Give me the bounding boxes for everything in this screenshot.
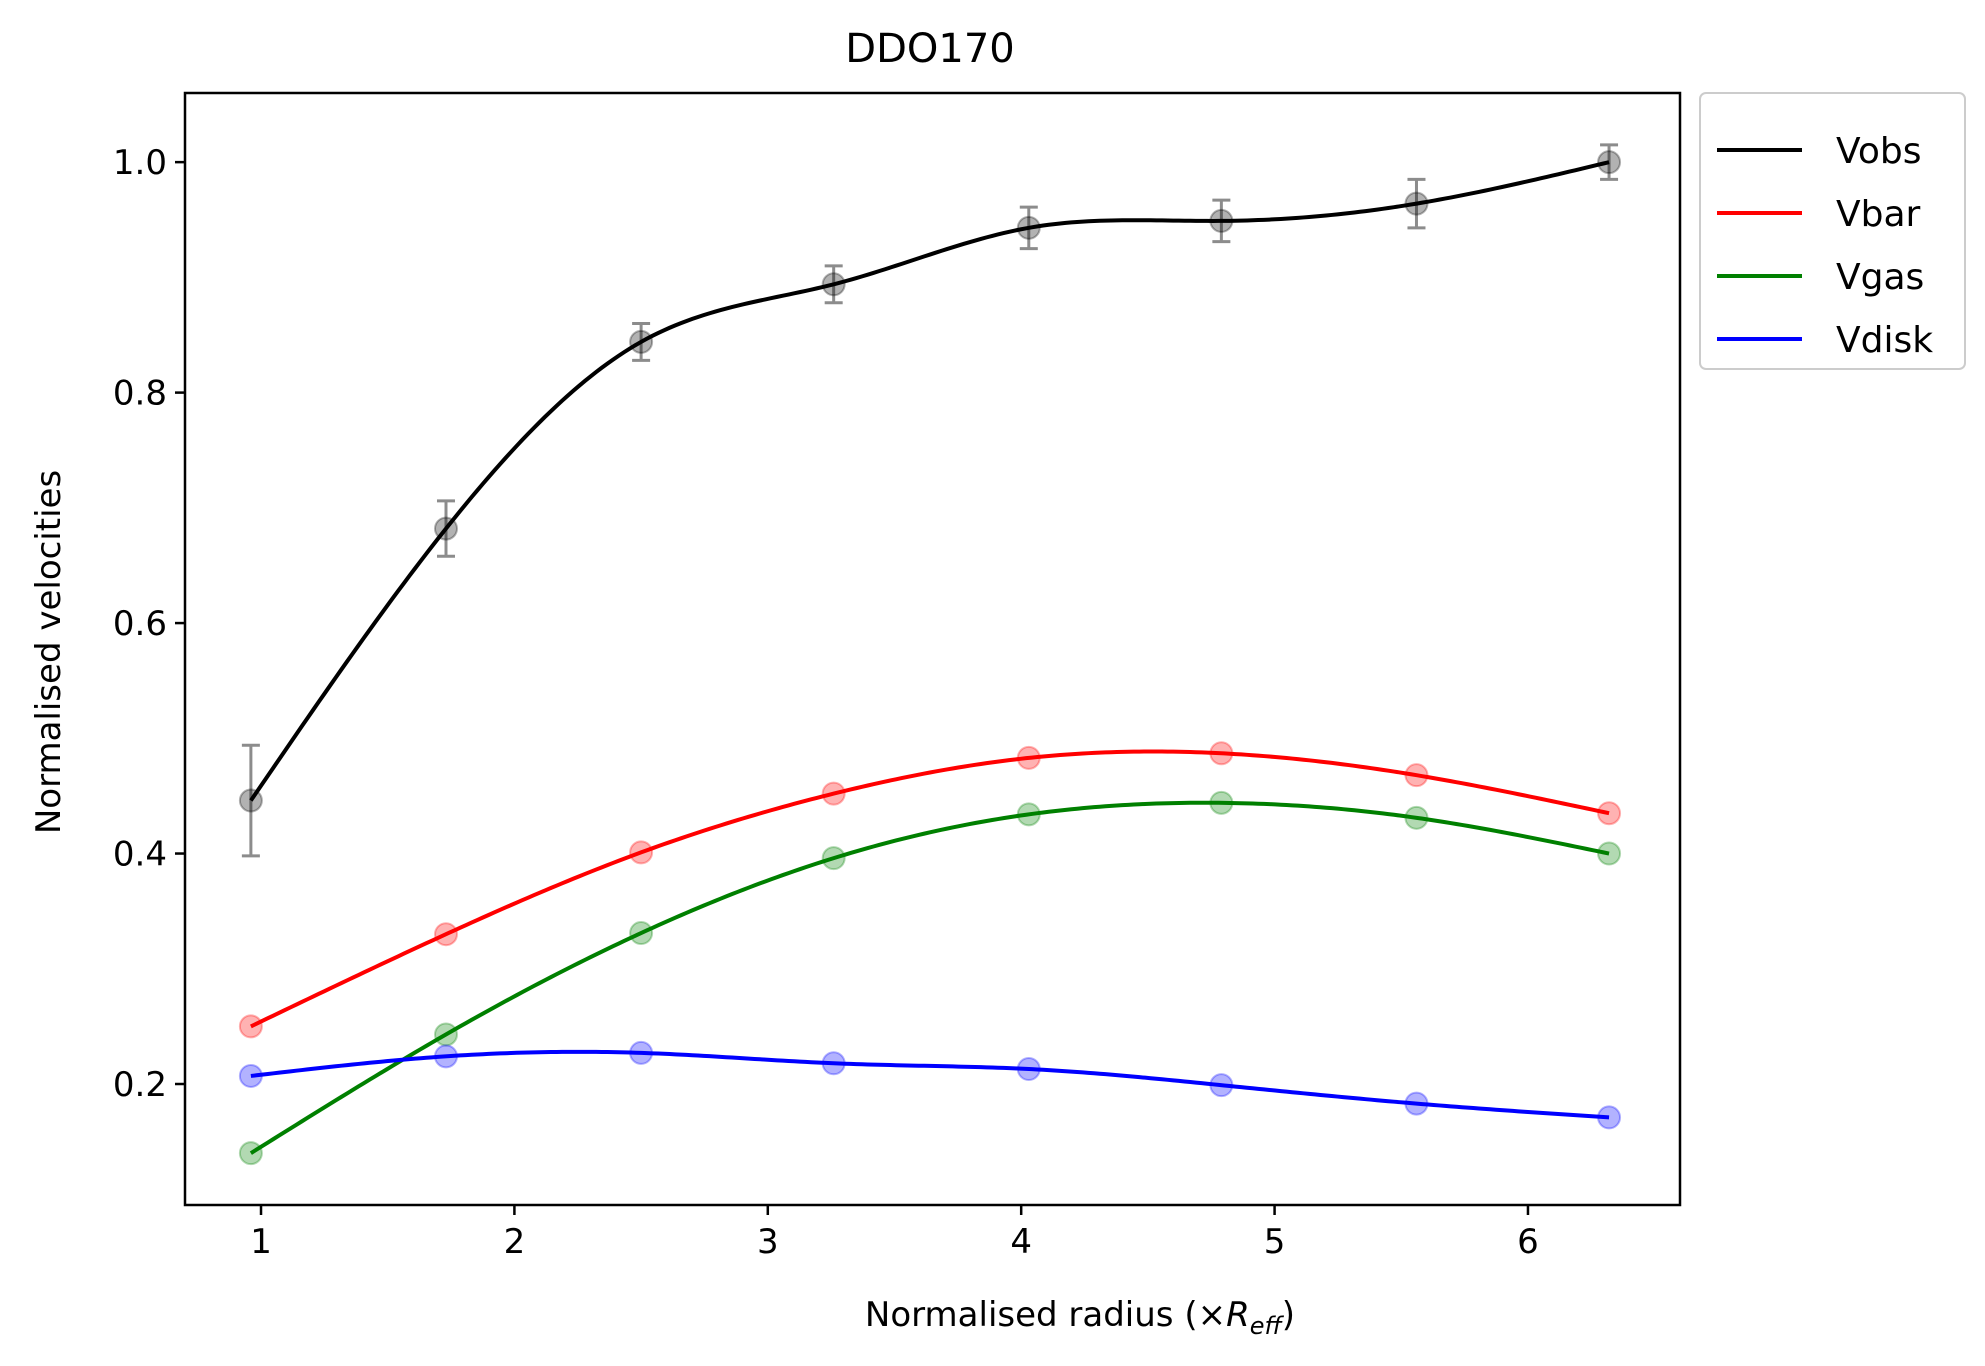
series-vbar bbox=[238, 741, 1622, 1039]
series-vobs bbox=[238, 143, 1622, 858]
data-point-vbar bbox=[1597, 801, 1622, 826]
series-line-vdisk bbox=[250, 1049, 1610, 1120]
chart-title: DDO170 bbox=[845, 26, 1014, 72]
legend-label-vgas: Vgas bbox=[1836, 257, 1924, 298]
x-tick-label: 4 bbox=[1010, 1222, 1032, 1262]
series-line-vobs bbox=[249, 160, 1610, 802]
x-tick-label: 2 bbox=[504, 1222, 526, 1262]
legend-item-vobs: Vobs bbox=[1717, 131, 1921, 172]
plot-frame bbox=[183, 91, 1682, 1207]
x-axis-label-subscript: eff bbox=[1250, 1312, 1285, 1340]
legend-label-vbar: Vbar bbox=[1836, 194, 1921, 235]
data-point-vobs bbox=[238, 788, 263, 813]
x-tick-label: 6 bbox=[1517, 1222, 1539, 1262]
series-vgas bbox=[238, 790, 1622, 1166]
x-axis-ticks: 1 2 3 4 5 6 bbox=[250, 1205, 1539, 1262]
legend-item-vbar: Vbar bbox=[1717, 194, 1921, 235]
error-bar-vobs bbox=[1600, 143, 1619, 181]
y-tick-label: 0.2 bbox=[113, 1065, 167, 1105]
y-axis-ticks: 0.2 0.4 0.6 0.8 1.0 bbox=[113, 143, 185, 1105]
data-point-vobs bbox=[1597, 150, 1622, 175]
x-tick-label: 1 bbox=[250, 1222, 272, 1262]
y-tick-label: 1.0 bbox=[113, 143, 167, 183]
legend: Vobs Vbar Vgas Vdisk bbox=[1699, 92, 1966, 370]
y-tick-label: 0.6 bbox=[113, 604, 167, 644]
x-axis-label-text: Normalised radius (× bbox=[865, 1295, 1226, 1335]
y-axis-label: Normalised velocities bbox=[29, 470, 69, 834]
plot-background bbox=[185, 93, 1680, 1205]
x-axis-label-symbol: R bbox=[1226, 1295, 1250, 1335]
y-tick-label: 0.4 bbox=[113, 835, 167, 875]
legend-item-vdisk: Vdisk bbox=[1717, 320, 1933, 361]
series-vdisk bbox=[238, 1040, 1622, 1130]
data-point-vgas bbox=[1597, 841, 1622, 866]
x-axis-label: Normalised radius (×Reff) bbox=[865, 1295, 1295, 1340]
y-tick-label: 0.8 bbox=[113, 374, 167, 414]
series-line-vgas bbox=[249, 800, 1610, 1155]
legend-label-vdisk: Vdisk bbox=[1836, 320, 1933, 361]
legend-item-vgas: Vgas bbox=[1717, 257, 1924, 298]
plot-area bbox=[183, 91, 1682, 1207]
legend-label-vobs: Vobs bbox=[1836, 131, 1921, 172]
x-tick-label: 5 bbox=[1264, 1222, 1286, 1262]
x-axis-label-suffix: ) bbox=[1282, 1295, 1295, 1335]
error-bar-vobs bbox=[241, 743, 260, 858]
x-tick-label: 3 bbox=[757, 1222, 779, 1262]
legend-box bbox=[1699, 92, 1966, 370]
series-line-vbar bbox=[250, 749, 1610, 1029]
